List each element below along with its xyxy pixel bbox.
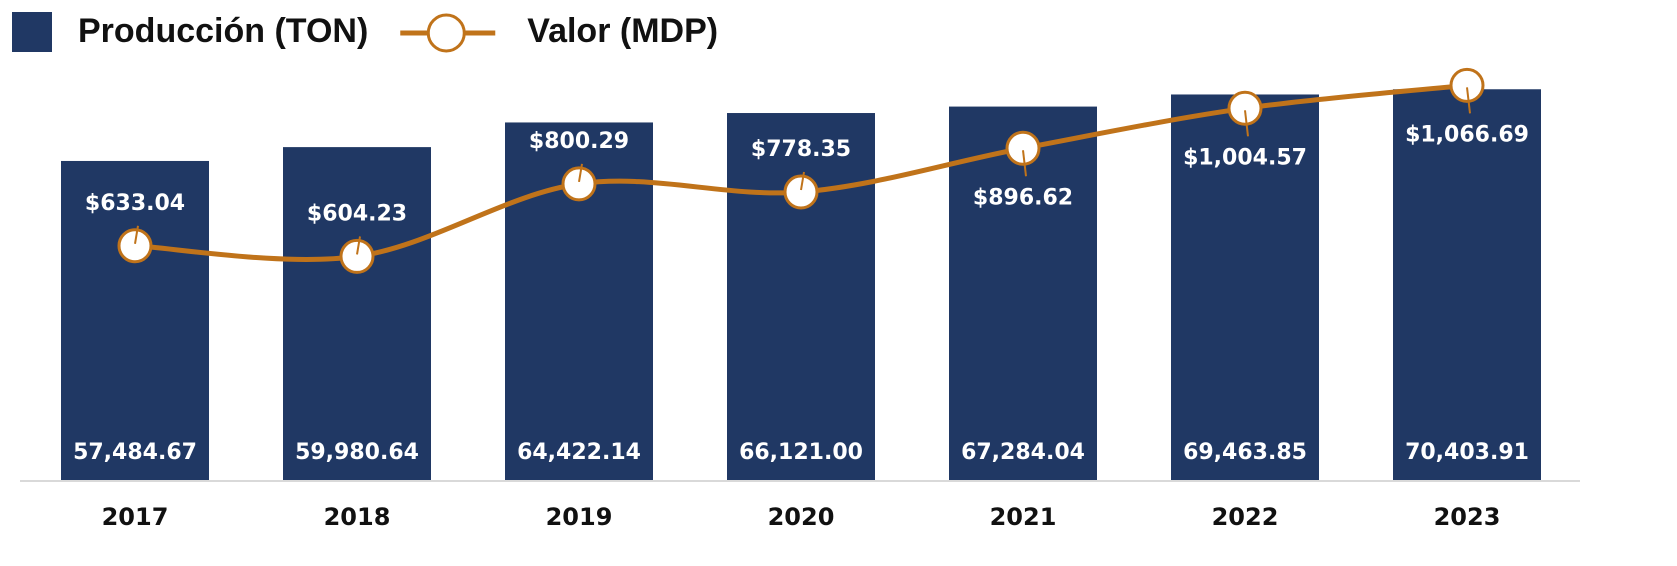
legend-marker — [426, 13, 466, 53]
line-marker — [1227, 90, 1263, 126]
x-tick-label: 2023 — [1434, 503, 1501, 531]
line-marker — [561, 166, 597, 202]
leader-line — [1022, 150, 1027, 177]
leader-line — [578, 163, 583, 183]
line-value-label: $778.35 — [751, 137, 851, 162]
bar-value-label: 67,284.04 — [961, 440, 1085, 465]
line-value-label: $800.29 — [529, 129, 629, 154]
bar — [1171, 94, 1319, 480]
x-tick-label: 2020 — [768, 503, 835, 531]
leader-line — [800, 171, 805, 191]
bar-value-label: 57,484.67 — [73, 440, 197, 465]
bar — [949, 106, 1097, 480]
bar-value-label: 69,463.85 — [1183, 440, 1307, 465]
line-marker — [783, 174, 819, 210]
line-value-label: $633.04 — [85, 191, 185, 216]
x-tick-label: 2019 — [546, 503, 613, 531]
legend-swatch — [12, 12, 52, 52]
line-marker — [339, 238, 375, 274]
bar — [61, 160, 209, 480]
x-tick-label: 2017 — [102, 503, 169, 531]
leader-line — [356, 236, 361, 255]
legend-label: Producción (TON) — [78, 12, 368, 50]
x-tick-label: 2018 — [324, 503, 391, 531]
leader-line — [1466, 87, 1471, 114]
bar-value-label: 64,422.14 — [517, 440, 641, 465]
bar-value-label: 70,403.91 — [1405, 440, 1529, 465]
line-marker — [1449, 67, 1485, 103]
bar — [1393, 89, 1541, 480]
bar-value-label: 59,980.64 — [295, 440, 419, 465]
bar — [283, 147, 431, 480]
x-tick-label: 2021 — [990, 503, 1057, 531]
legend-label: Valor (MDP) — [527, 12, 718, 50]
bar-value-label: 66,121.00 — [739, 440, 863, 465]
line-value-label: $604.23 — [307, 201, 407, 226]
line-value-label: $1,004.57 — [1183, 145, 1307, 170]
line-marker — [1005, 130, 1041, 166]
line-value-label: $896.62 — [973, 185, 1073, 210]
leader-line — [1244, 110, 1249, 137]
bar — [727, 113, 875, 481]
x-tick-label: 2022 — [1212, 503, 1279, 531]
line-value-label: $1,066.69 — [1405, 122, 1529, 147]
line-marker — [117, 228, 153, 264]
leader-line — [134, 225, 139, 244]
